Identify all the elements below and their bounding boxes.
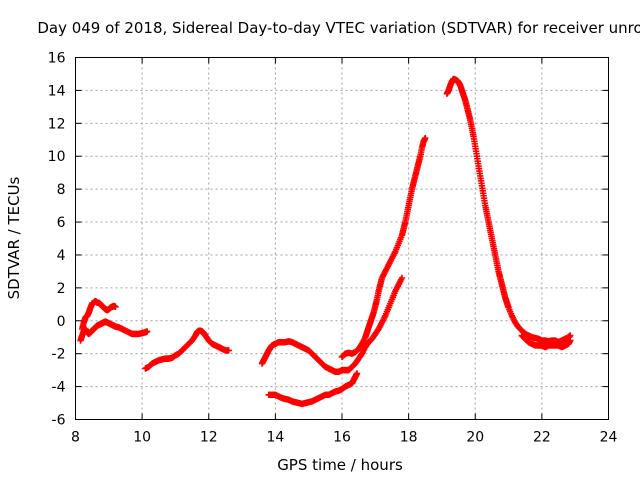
x-tick-label: 24 bbox=[600, 430, 618, 446]
y-tick-label: 8 bbox=[57, 182, 66, 198]
series-seg-c2 bbox=[265, 370, 361, 408]
y-tick-label: 6 bbox=[57, 215, 66, 231]
series-seg-d bbox=[338, 134, 429, 361]
series-seg-a1 bbox=[77, 318, 151, 344]
grid bbox=[75, 57, 609, 420]
x-tick-label: 22 bbox=[533, 430, 551, 446]
y-axis-label: SDTVAR / TECUs bbox=[5, 176, 23, 299]
y-tick-label: 12 bbox=[48, 116, 66, 132]
y-tick-label: 2 bbox=[57, 281, 66, 297]
data-point bbox=[112, 303, 119, 310]
data-point bbox=[353, 370, 361, 377]
y-tick-label: -2 bbox=[52, 347, 66, 363]
x-axis-label: GPS time / hours bbox=[277, 456, 403, 474]
x-tick-label: 10 bbox=[133, 430, 151, 446]
series-seg-e bbox=[443, 75, 574, 346]
data-point bbox=[143, 328, 151, 335]
series-seg-b bbox=[142, 327, 232, 372]
y-tick-label: 10 bbox=[48, 149, 66, 165]
data-point bbox=[422, 134, 429, 142]
x-tick-label: 18 bbox=[400, 430, 418, 446]
data-point bbox=[566, 337, 574, 344]
y-tick-label: 4 bbox=[57, 248, 66, 264]
x-tick-label: 8 bbox=[71, 430, 80, 446]
y-tick-label: 14 bbox=[48, 83, 66, 99]
series-seg-f bbox=[518, 332, 574, 351]
y-tick-label: -4 bbox=[52, 380, 66, 396]
series-seg-c1 bbox=[258, 274, 406, 375]
x-tick-label: 20 bbox=[466, 430, 484, 446]
data-point bbox=[398, 274, 406, 282]
y-tick-label: -6 bbox=[52, 413, 66, 429]
x-tick-label: 12 bbox=[200, 430, 218, 446]
y-tick-label: 0 bbox=[57, 314, 66, 330]
data-marks bbox=[77, 75, 574, 408]
x-tick-label: 16 bbox=[333, 430, 351, 446]
x-tick-label: 14 bbox=[266, 430, 284, 446]
y-tick-label: 16 bbox=[48, 51, 66, 67]
data-point bbox=[225, 347, 232, 354]
chart-title: Day 049 of 2018, Sidereal Day-to-day VTE… bbox=[37, 19, 640, 37]
series-seg-a2 bbox=[78, 297, 119, 333]
